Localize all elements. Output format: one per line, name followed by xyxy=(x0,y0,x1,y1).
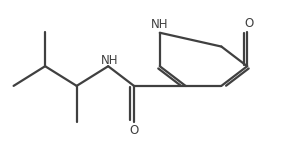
Text: O: O xyxy=(129,124,139,137)
Text: NH: NH xyxy=(101,54,118,67)
Text: NH: NH xyxy=(151,18,168,31)
Text: O: O xyxy=(244,17,253,30)
